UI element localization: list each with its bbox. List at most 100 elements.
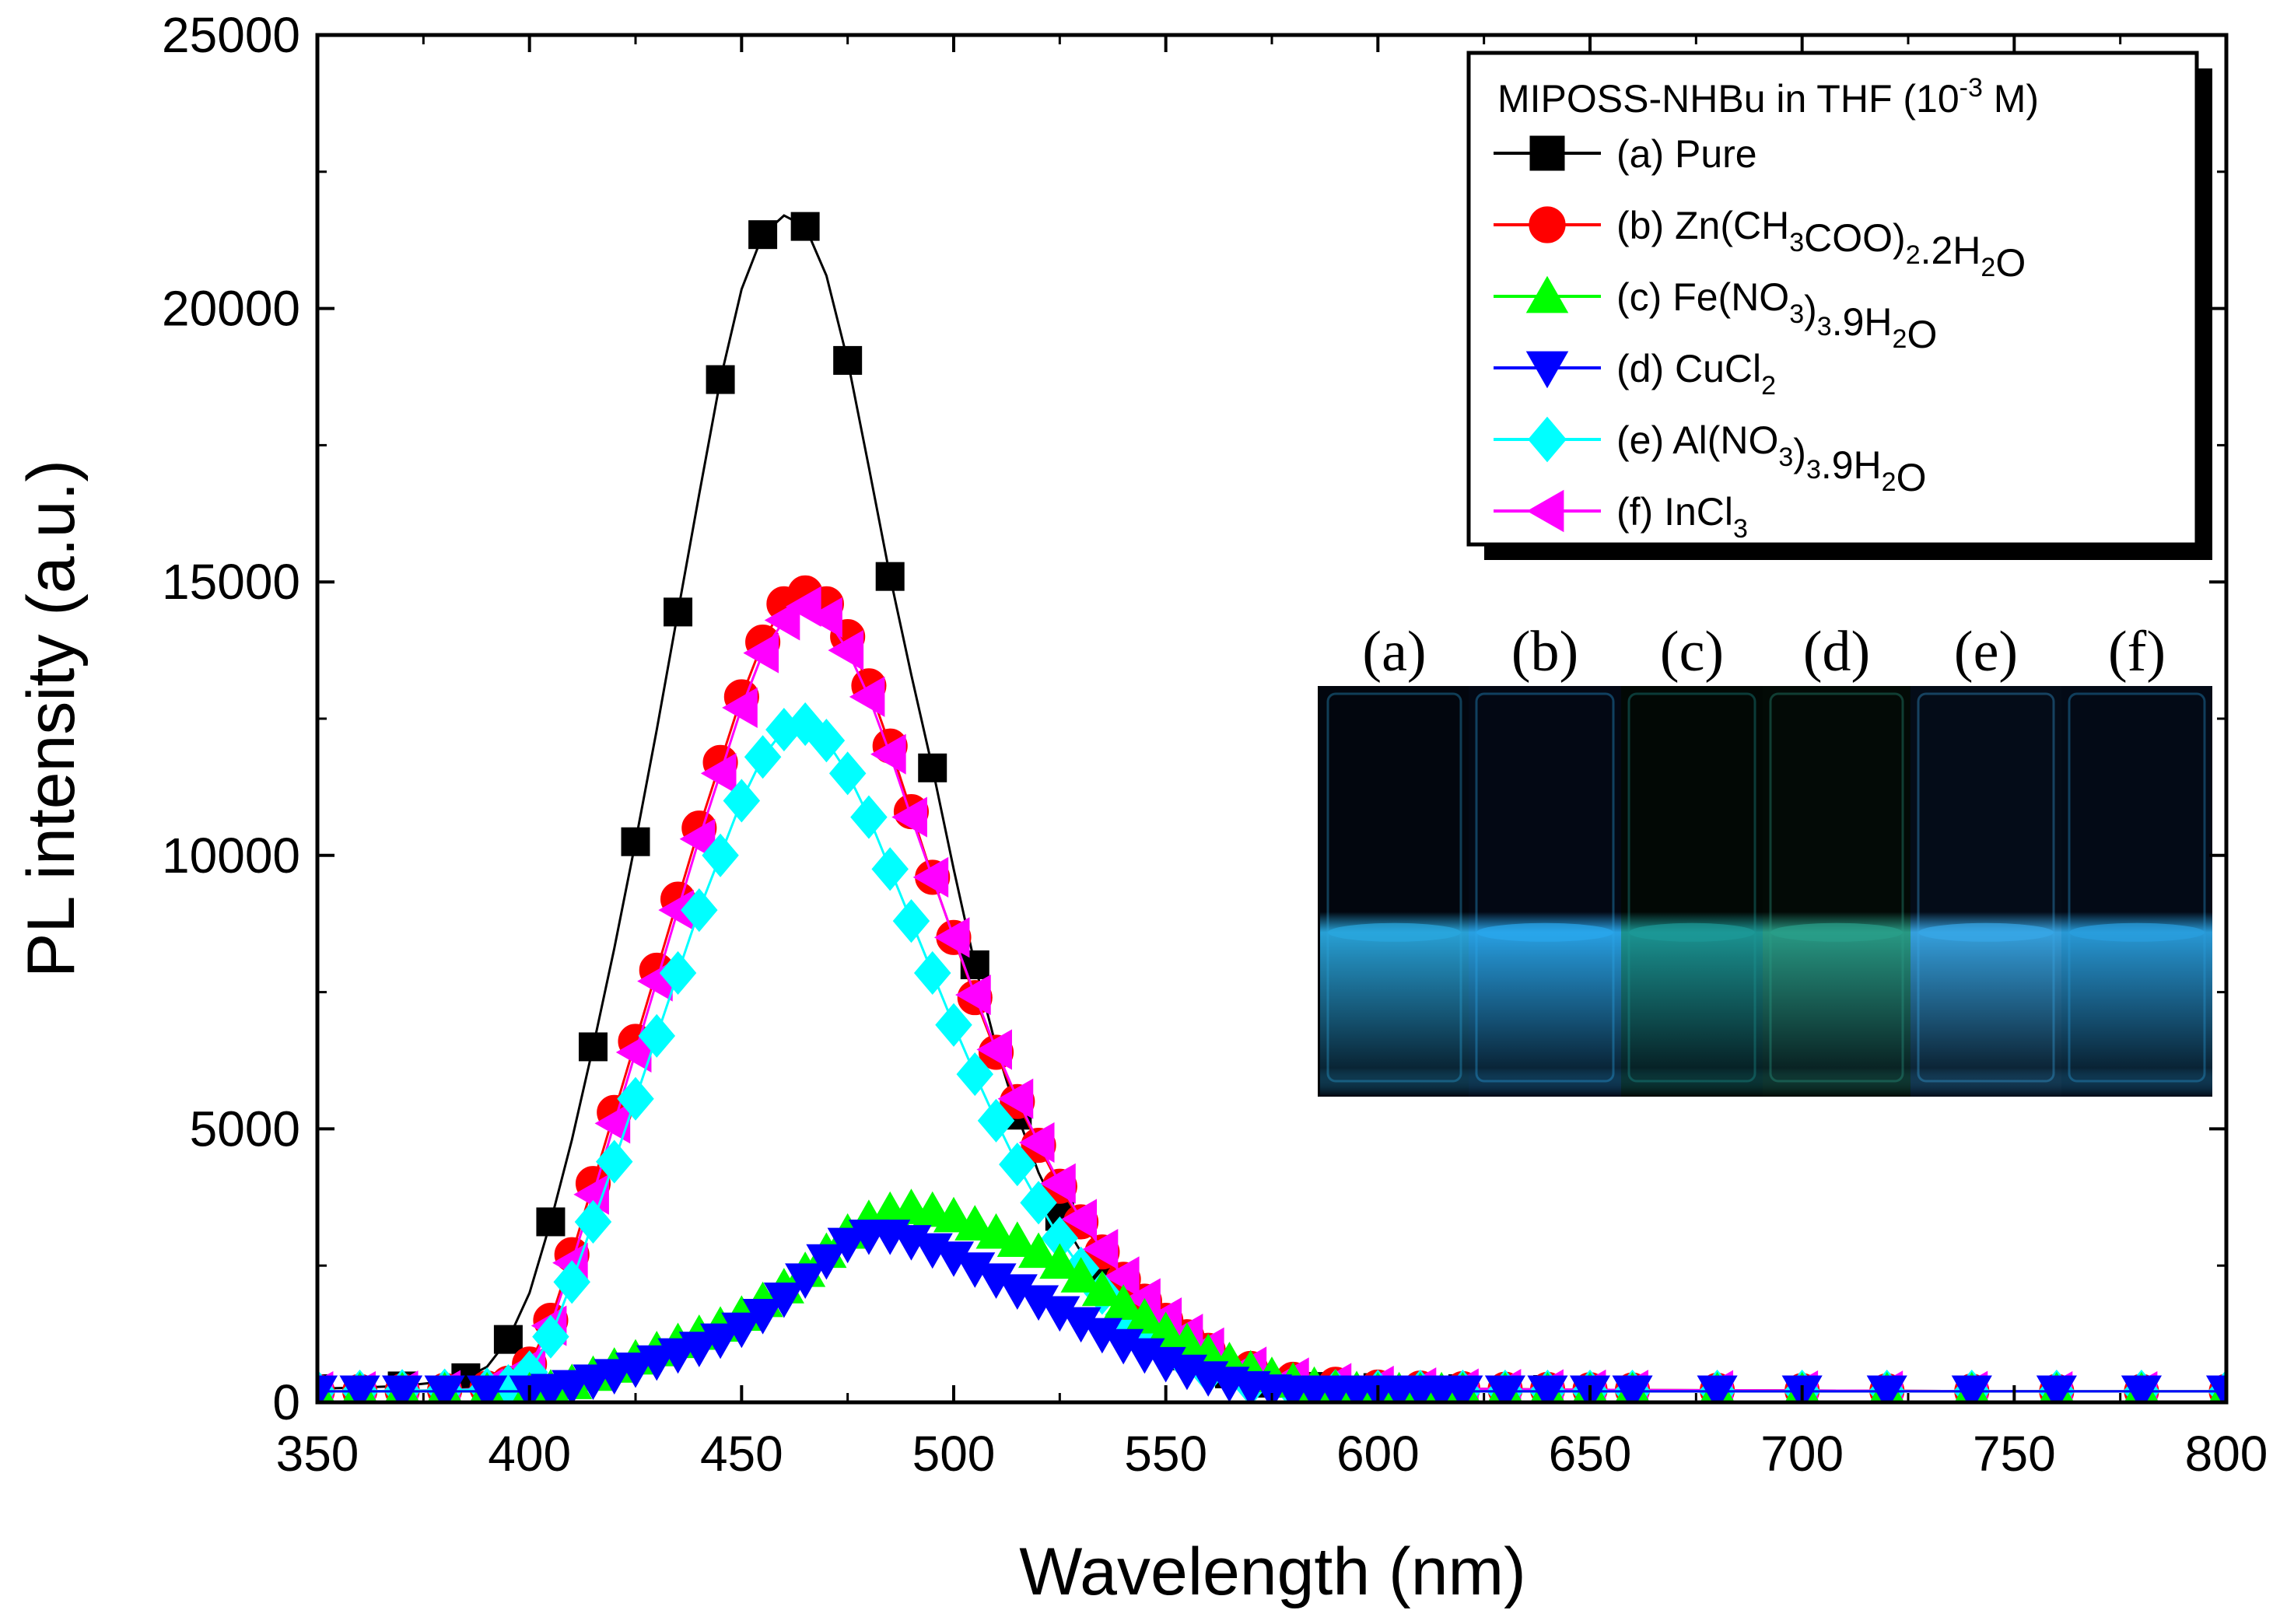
legend-label-part: O [1907,313,1937,356]
vial-glass-outline [1627,692,1756,1083]
vial-glass-outline [1917,692,2055,1083]
legend-marker-b [1529,206,1566,243]
data-point-f [849,676,885,717]
x-tick-label: 750 [1973,1426,2056,1482]
legend-marker-d [1525,351,1569,389]
legend-label-part: ) [1804,288,1817,331]
data-point-e [681,888,718,933]
data-point-e [807,719,846,763]
data-point-d [339,1375,380,1402]
y-tick-label: 5000 [190,1101,300,1157]
legend-box [1466,51,2199,547]
data-point-e [1020,1181,1057,1225]
data-point-c [954,1205,996,1241]
vial-meniscus [1918,922,2054,942]
vial-body [2061,686,2212,1097]
data-point-c [1103,1284,1144,1320]
data-point-d [1866,1375,1907,1402]
data-point-c [1060,1257,1101,1293]
data-point-e [659,950,697,996]
legend-label-b: (b) Zn(CH3COO)2.2H2O [1616,204,2026,285]
data-point-d [467,1375,508,1402]
legend-label-part: O [1995,241,2026,285]
data-point-e [617,1076,654,1121]
data-point-d [615,1352,657,1388]
data-point-f [679,818,716,859]
vial-f [2061,686,2212,1097]
legend-label-part: .9H [1832,300,1893,344]
data-point-f [1082,1229,1119,1270]
vial-meniscus [1629,922,1755,942]
legend-label-part: 3 [1778,443,1793,472]
legend-label-part: (e) Al(NO [1616,418,1778,462]
data-point-a [918,753,947,782]
vial-meniscus [1328,922,1461,942]
data-point-c [1124,1297,1165,1334]
vial-body [1621,686,1763,1097]
data-point-e [723,779,761,823]
series-layer [317,212,2226,1402]
vial-glass-outline [2068,692,2206,1083]
data-point-a [790,212,820,241]
data-point-e [871,847,909,891]
vial-glass-outline [1475,692,1615,1083]
vial-body [1469,686,1621,1097]
series-d [317,1220,2226,1402]
data-point-a [536,1207,566,1237]
vial-glass-outline [1326,692,1462,1083]
data-point-d [763,1282,804,1318]
vial-body [1763,686,1911,1097]
data-point-f [1040,1163,1076,1204]
legend-label-part: 3 [1806,455,1821,485]
legend-label-part: O [1896,456,1927,499]
legend-label-part: 2 [1882,467,1896,497]
data-point-e [532,1314,569,1359]
legend-label-part: 2 [1906,240,1921,270]
data-point-f [955,975,991,1016]
data-point-d [2036,1375,2077,1402]
inset-label-e: (e) [1954,620,2018,684]
vial-c [1621,686,1763,1097]
y-tick-label: 15000 [162,554,300,610]
data-point-d [657,1338,699,1374]
data-point-c [1039,1243,1080,1279]
legend-item-f: (f) InCl3 [1494,489,1748,544]
data-point-e [786,702,824,747]
data-point-d [382,1375,423,1402]
data-point-f [933,917,970,958]
data-point-f [976,1029,1012,1070]
vial-meniscus [1476,922,1613,942]
data-point-a [493,1325,523,1354]
legend-label-c: (c) Fe(NO3)3.9H2O [1616,275,1937,356]
data-point-a [664,597,693,627]
data-point-c [975,1213,1017,1249]
x-tick-label: 800 [2185,1426,2268,1482]
data-point-f [807,597,842,638]
legend-label-part: (b) Zn(CH [1616,204,1789,247]
vial-meniscus [1770,922,1903,942]
data-point-d [2205,1375,2226,1402]
data-point-f [1103,1256,1140,1297]
data-point-f [764,600,800,641]
legend-marker-f [1526,489,1564,533]
vial-d [1763,686,1911,1097]
x-tick-label: 400 [488,1426,571,1482]
data-point-e [553,1260,590,1304]
data-point-d [785,1263,826,1299]
legend-label-part: (a) Pure [1616,132,1757,176]
data-point-e [913,950,951,996]
data-point-d [700,1323,741,1360]
y-tick-label: 10000 [162,828,300,884]
data-point-d [1527,1375,1568,1402]
legend-label-part: COO) [1804,216,1906,260]
legend-label-part: 2 [1761,371,1776,401]
x-tick-label: 600 [1336,1426,1420,1482]
legend-label-a: (a) Pure [1616,132,1757,176]
data-point-c [933,1196,975,1233]
data-point-d [827,1227,868,1264]
data-point-f [1018,1122,1055,1164]
legend-label-part: ) [1793,431,1806,474]
legend-label-part: 3 [1789,228,1804,257]
legend-item-c: (c) Fe(NO3)3.9H2O [1494,275,1937,356]
data-point-e [702,833,739,877]
